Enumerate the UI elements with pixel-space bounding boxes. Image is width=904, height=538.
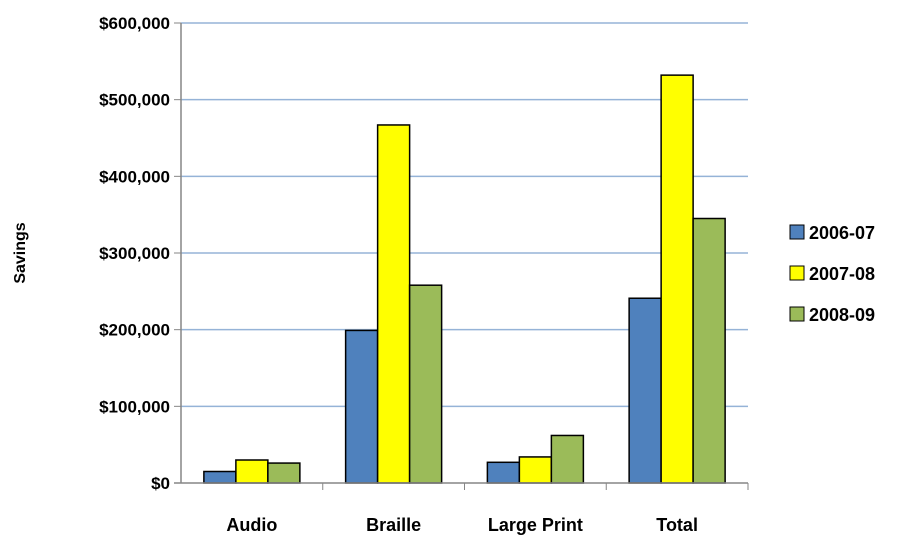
legend-swatch bbox=[789, 306, 805, 322]
bar-2007-08-audio bbox=[235, 459, 269, 484]
bar-2006-07-audio bbox=[203, 470, 237, 484]
legend-swatch bbox=[789, 265, 805, 281]
x-category-label: Braille bbox=[366, 515, 421, 535]
y-axis-ticks: $0 $100,000 $200,000 $300,000 $400,000 $500,0… bbox=[99, 14, 181, 493]
bar-2006-07-braille bbox=[344, 329, 379, 484]
bar-2006-07-total bbox=[628, 297, 662, 484]
legend: 2006-07 2007-08 2008-09 bbox=[789, 223, 875, 325]
y-tick-label: $100,000 bbox=[99, 397, 170, 416]
y-axis-title: Savings bbox=[12, 222, 29, 283]
y-tick-label: $400,000 bbox=[99, 167, 170, 186]
bars bbox=[203, 74, 726, 484]
y-tick-label: $500,000 bbox=[99, 91, 170, 110]
x-category-label: Audio bbox=[226, 515, 277, 535]
bar-2008-09-braille bbox=[408, 284, 443, 484]
legend-label: 2007-08 bbox=[809, 264, 875, 284]
y-tick-label: $200,000 bbox=[99, 321, 170, 340]
y-tick-label: $600,000 bbox=[99, 14, 170, 33]
legend-swatch bbox=[789, 224, 805, 240]
bar-2006-07-large-print bbox=[486, 461, 521, 484]
legend-label: 2008-09 bbox=[809, 305, 875, 325]
axes bbox=[174, 23, 748, 484]
x-category-label: Large Print bbox=[488, 515, 583, 535]
x-category-label: Total bbox=[656, 515, 698, 535]
x-axis-categories: Audio Braille Large Print Total bbox=[226, 483, 749, 535]
bar-2007-08-large-print bbox=[518, 456, 553, 484]
y-tick-label: $0 bbox=[151, 474, 170, 493]
bar-2008-09-audio bbox=[267, 462, 301, 484]
bar-2008-09-total bbox=[692, 217, 726, 484]
bar-2007-08-braille bbox=[376, 124, 411, 484]
bar-2008-09-large-print bbox=[550, 434, 585, 484]
y-tick-label: $300,000 bbox=[99, 244, 170, 263]
bar-2007-08-total bbox=[660, 74, 694, 484]
legend-label: 2006-07 bbox=[809, 223, 875, 243]
